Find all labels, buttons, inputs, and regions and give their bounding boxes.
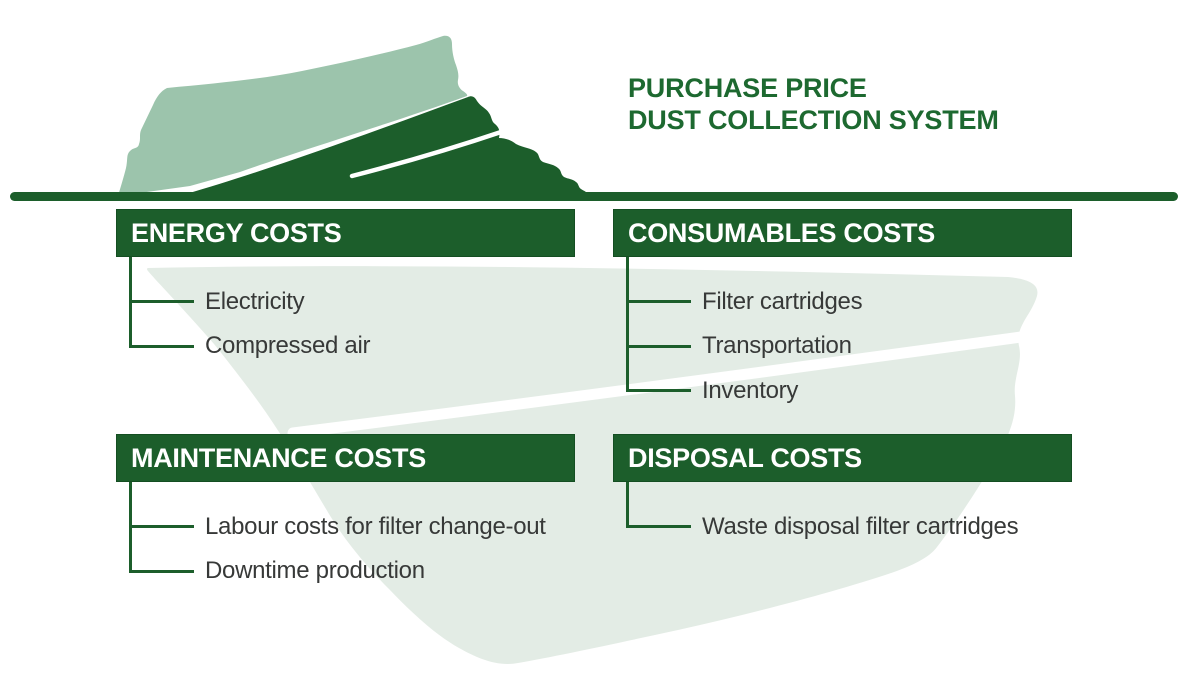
section-header-label: CONSUMABLES COSTS (628, 217, 935, 248)
section-consumables: CONSUMABLES COSTS Filter cartridges Tran… (613, 209, 1072, 404)
cost-item-row: Compressed air (129, 324, 371, 369)
cost-item-row: Waste disposal filter cartridges (626, 504, 1019, 549)
cost-item-label: Transportation (702, 332, 852, 359)
section-header-bar: DISPOSAL COSTS (613, 434, 1072, 482)
cost-item-label: Downtime production (205, 557, 425, 584)
section-header-bar: MAINTENANCE COSTS (116, 434, 575, 482)
connector-branch-line (129, 569, 194, 573)
connector-branch-line (626, 344, 691, 348)
cost-item-row: Filter cartridges (626, 279, 863, 324)
connector-branch-line (626, 525, 691, 528)
section-disposal: DISPOSAL COSTS Waste disposal filter car… (613, 434, 1072, 540)
section-energy: ENERGY COSTS Electricity Compressed air (116, 209, 575, 359)
cost-item-label: Inventory (702, 376, 799, 404)
section-header-bar: CONSUMABLES COSTS (613, 209, 1072, 257)
connector-branch-line (129, 300, 194, 303)
connector-trunk-line (626, 257, 629, 392)
cost-item-label: Labour costs for filter change-out (205, 512, 546, 540)
cost-item-row: Inventory (626, 368, 798, 413)
cost-item-row: Electricity (129, 279, 305, 324)
connector-branch-line (626, 300, 691, 303)
cost-item-row: Downtime production (129, 549, 425, 594)
cost-item-row: Transportation (626, 324, 852, 369)
section-header-label: DISPOSAL COSTS (628, 442, 862, 473)
page-title-line1: PURCHASE PRICE (628, 73, 867, 103)
page-title-line2: DUST COLLECTION SYSTEM (628, 105, 999, 135)
section-header-label: ENERGY COSTS (131, 217, 342, 248)
cost-item-label: Electricity (205, 287, 305, 315)
waterline (10, 192, 1178, 201)
cost-item-row: Labour costs for filter change-out (129, 504, 546, 549)
page-title: PURCHASE PRICE DUST COLLECTION SYSTEM (628, 72, 999, 136)
cost-item-label: Compressed air (205, 332, 371, 359)
connector-branch-line (129, 344, 194, 348)
section-header-label: MAINTENANCE COSTS (131, 442, 426, 473)
underwater-slash (287, 327, 1056, 439)
section-header-bar: ENERGY COSTS (116, 209, 575, 257)
connector-branch-line (129, 525, 194, 528)
iceberg-above-water-light (118, 35, 468, 196)
iceberg-slash (349, 128, 507, 179)
connector-trunk-line (626, 482, 629, 528)
cost-item-label: Filter cartridges (702, 287, 863, 315)
section-maintenance: MAINTENANCE COSTS Labour costs for filte… (116, 434, 575, 584)
cost-item-label: Waste disposal filter cartridges (702, 512, 1019, 540)
connector-branch-line (626, 389, 691, 392)
iceberg-above-water-dark (186, 96, 588, 194)
